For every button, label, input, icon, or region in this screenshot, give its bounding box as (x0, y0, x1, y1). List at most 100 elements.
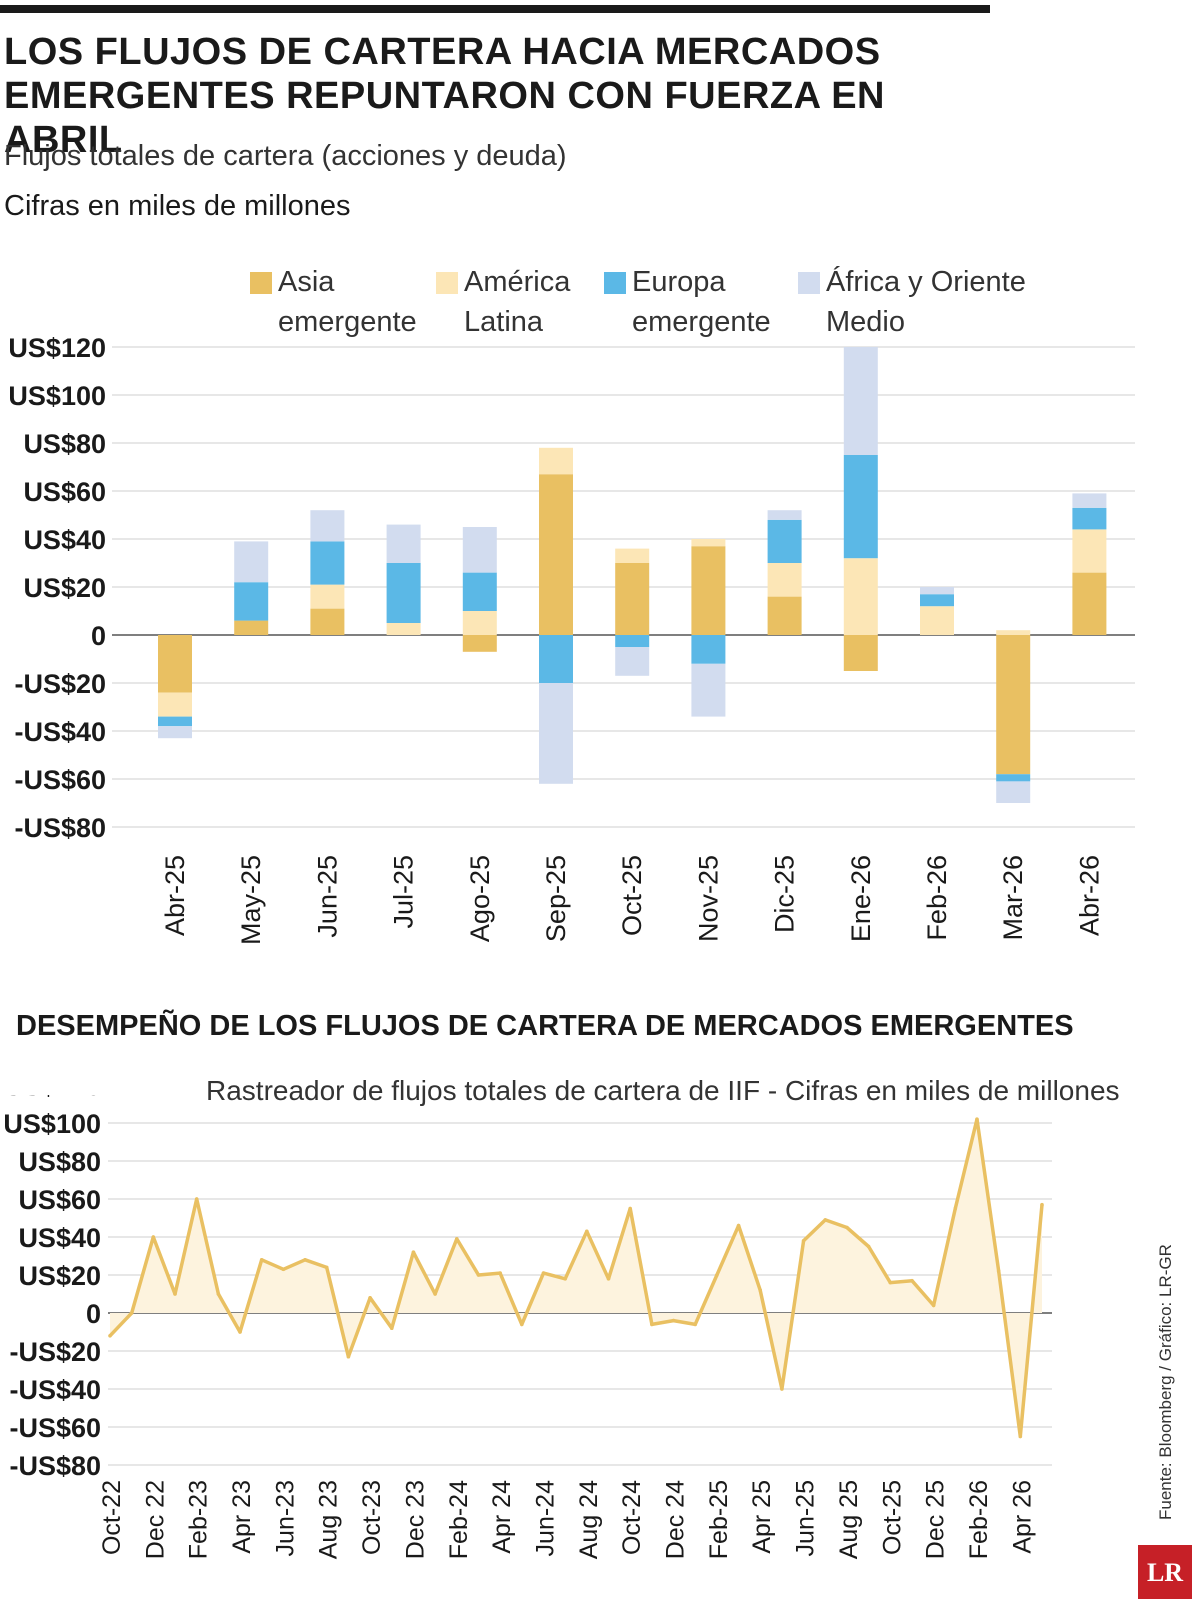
area-fill (110, 1119, 1042, 1437)
data-point (433, 1292, 437, 1296)
x-tick-label: Jul-25 (389, 855, 419, 929)
y-tick-label: 0 (86, 1299, 101, 1329)
y-tick-label: -US$80 (14, 813, 106, 843)
data-point (1040, 1202, 1044, 1207)
y-tick-label: US$120 (8, 333, 106, 363)
x-tick-label: Apr 23 (228, 1480, 256, 1554)
bar-segment (234, 620, 269, 635)
bar-segment (691, 546, 726, 635)
y-tick-label: -US$60 (14, 765, 106, 795)
units-label: Cifras en miles de millones (4, 190, 351, 222)
data-point (585, 1229, 589, 1234)
bar-segment (920, 594, 954, 607)
y-tick-label: US$80 (18, 1147, 101, 1177)
y-tick-label: US$60 (23, 477, 106, 507)
x-tick-label: Oct-24 (618, 1480, 646, 1555)
y-tick-label: US$120 (3, 1095, 101, 1101)
bar-segment (158, 716, 192, 727)
data-point (324, 1265, 329, 1270)
y-tick-label: US$40 (23, 525, 106, 555)
data-point (650, 1322, 654, 1327)
data-point (606, 1277, 611, 1281)
x-tick-label: Nov-25 (693, 855, 723, 942)
bar-segment (767, 510, 802, 520)
y-tick-label: US$100 (3, 1109, 101, 1139)
y-tick-label: -US$20 (9, 1337, 101, 1367)
y-tick-label: US$80 (23, 429, 106, 459)
data-point (108, 1334, 112, 1338)
legend-swatch-europe (604, 272, 626, 294)
bar-segment (462, 527, 497, 573)
x-tick-label: Aug 24 (575, 1480, 603, 1559)
x-tick-label: May-25 (236, 855, 266, 945)
bar-segment (843, 558, 878, 635)
bar-segment (539, 635, 573, 683)
bar-segment (1072, 507, 1107, 530)
data-point (194, 1197, 199, 1201)
legend-label: América Latina (464, 266, 571, 338)
bar-segment (158, 692, 192, 717)
bar-segment (691, 539, 726, 547)
data-point (628, 1206, 632, 1211)
legend-label: Asia emergente (278, 266, 417, 338)
x-tick-label: Oct-25 (878, 1480, 906, 1555)
y-tick-label: -US$20 (14, 669, 106, 699)
x-tick-label: Ago-25 (465, 855, 495, 942)
data-point (780, 1387, 784, 1391)
chart-subtitle: Flujos totales de cartera (acciones y de… (4, 140, 567, 172)
legend-label: África y Oriente Medio (826, 266, 1026, 338)
line-chart-title: Rastreador de flujos totales de cartera … (206, 1075, 1120, 1106)
data-point (693, 1322, 698, 1327)
data-point (520, 1322, 524, 1327)
x-tick-label: Feb-26 (965, 1480, 993, 1559)
x-tick-label: Oct-23 (358, 1480, 386, 1555)
data-point (173, 1292, 177, 1296)
x-tick-label: Dec 23 (401, 1480, 429, 1559)
bar-segment (843, 455, 878, 559)
y-tick-label: -US$60 (9, 1413, 101, 1443)
x-tick-label: Jun-24 (531, 1480, 559, 1557)
bar-segment (691, 663, 726, 717)
bar-segment (920, 587, 954, 595)
bar-segment (996, 774, 1031, 782)
bar-segment (1072, 493, 1107, 508)
y-tick-label: -US$40 (14, 717, 106, 747)
x-tick-label: Feb-25 (705, 1480, 733, 1559)
stacked-bar-chart: US$120 US$100 US$80 US$60 US$40 US$20 0 -US$20 -… (8, 333, 1135, 945)
data-point (498, 1271, 502, 1275)
x-tick-label: Sep-25 (541, 855, 571, 942)
bar-segment (539, 474, 573, 635)
bar-segment (996, 635, 1031, 775)
bar-segment (615, 647, 650, 676)
x-tick-label: Dec 22 (141, 1480, 169, 1559)
data-point (563, 1277, 567, 1281)
bar-segment (996, 781, 1031, 803)
x-tick-label: Apr 25 (748, 1480, 776, 1554)
bar-segment (234, 541, 269, 583)
bar-segment (386, 524, 421, 563)
data-point (671, 1318, 676, 1323)
x-tick-label: Dec 24 (662, 1480, 690, 1559)
section-title: DESEMPEÑO DE LOS FLUJOS DE CARTERA DE ME… (16, 1010, 1074, 1042)
x-tick-label: Jun-25 (312, 855, 342, 938)
data-point (801, 1239, 806, 1243)
x-tick-label: Aug 23 (315, 1480, 343, 1559)
data-point (866, 1244, 871, 1249)
y-tick-label: US$100 (8, 381, 106, 411)
data-point (346, 1354, 351, 1359)
data-point (238, 1330, 242, 1334)
y-tick-label: US$20 (18, 1261, 101, 1291)
y-tick-label: 0 (91, 621, 106, 651)
bar-segment (539, 683, 573, 784)
bar-segment (310, 510, 345, 542)
y-tick-label: US$20 (23, 573, 106, 603)
data-point (151, 1235, 156, 1239)
x-tick-label: Feb-26 (922, 855, 952, 941)
bar-segment (462, 611, 497, 635)
data-point (541, 1271, 546, 1275)
data-point (281, 1267, 286, 1272)
data-point (454, 1237, 459, 1241)
data-point (758, 1288, 763, 1292)
data-point (129, 1311, 134, 1315)
legend-swatch-latam (436, 272, 458, 294)
